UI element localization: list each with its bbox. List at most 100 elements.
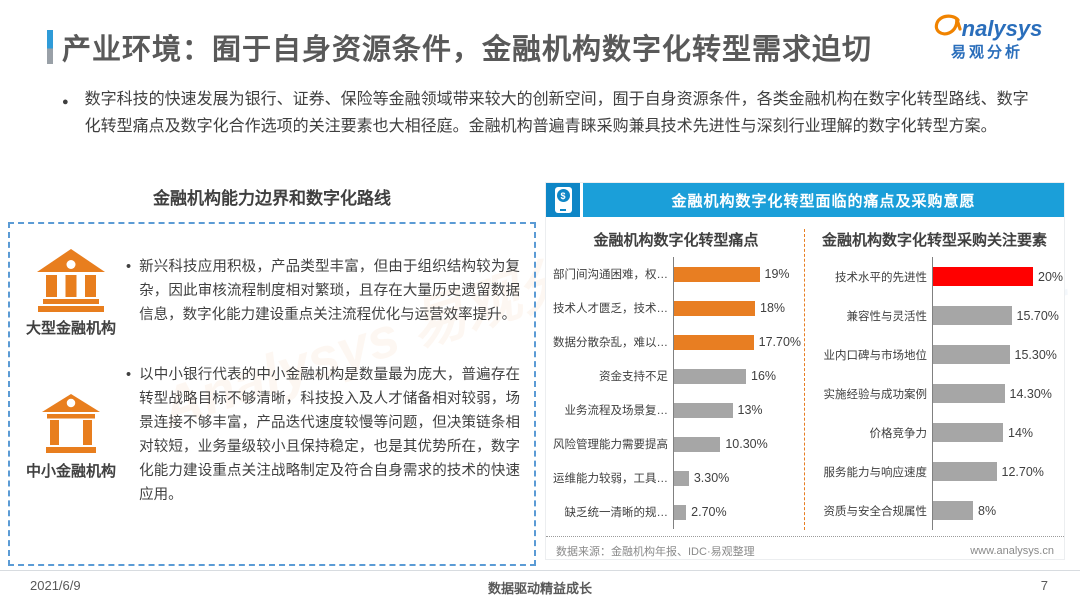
bar-row: 技术人才匮乏，技术… 18% (550, 291, 802, 325)
bar-track: 18% (673, 291, 802, 325)
bar-track: 15.30% (932, 335, 1060, 374)
bar-value-label: 12.70% (1001, 464, 1044, 479)
bar-value-label: 17.70% (758, 335, 802, 349)
bar-value-label: 14.30% (1009, 386, 1052, 401)
bar-track: 12.70% (932, 452, 1060, 491)
bar-value-label: 14% (1008, 425, 1034, 440)
small-institution-description: 以中小银行代表的中小金融机构是数量最为庞大，普遍存在转型战略目标不够清晰，科技投… (139, 367, 520, 503)
footer-date: 2021/6/9 (30, 578, 81, 593)
phone-icon: $ (554, 187, 572, 213)
bar (674, 266, 760, 282)
bar (674, 368, 746, 384)
card-banner-title: 金融机构数字化转型面临的痛点及采购意愿 (583, 183, 1064, 217)
bar (674, 300, 755, 316)
bar-category-label: 数据分散杂乱，难以… (553, 337, 668, 349)
bullet-icon: • (126, 367, 132, 383)
analysys-swirl-icon (932, 12, 962, 40)
bar-track: 14% (932, 413, 1060, 452)
intro-paragraph: ● 数字科技的快速发展为银行、证券、保险等金融领域带来较大的创新空间，囿于自身资… (62, 86, 1040, 140)
bar (933, 267, 1033, 286)
source-row: 数据来源：金融机构年报、IDC·易观整理 www.analysys.cn (546, 536, 1064, 559)
bar-track: 16% (673, 359, 802, 393)
bar-track: 10.30% (673, 427, 802, 461)
bar (933, 345, 1010, 364)
bar-row: 实施经验与成功案例 14.30% (809, 374, 1060, 413)
large-institution-row: 大型金融机构 • 新兴科技应用积极，产品类型丰富，但由于组织结构较为复杂，因此审… (18, 246, 522, 338)
bar-value-label: 10.30% (725, 437, 768, 451)
bar-value-label: 3.30% (693, 471, 730, 485)
bar (933, 462, 997, 481)
bar-category-label: 服务能力与响应速度 (823, 466, 928, 479)
bar-row: 数据分散杂乱，难以… 17.70% (550, 325, 802, 359)
analysys-logo: nalysys 易观分析 (928, 10, 1046, 62)
intro-text: 数字科技的快速发展为银行、证券、保险等金融领域带来较大的创新空间，囿于自身资源条… (84, 91, 1029, 136)
bullet-icon: • (126, 259, 132, 276)
bar-category-label: 技术水平的先进性 (835, 271, 927, 284)
bar-track: 19% (673, 257, 802, 291)
small-institution-text: • 以中小银行代表的中小金融机构是数量最为庞大，普遍存在转型战略目标不够清晰，科… (124, 364, 522, 508)
bar-value-label: 20% (1038, 269, 1064, 284)
dollar-coin-icon: $ (556, 189, 570, 202)
bar-value-label: 16% (751, 369, 777, 383)
bar-row: 风险管理能力需要提高 10.30% (550, 427, 802, 461)
bar-track: 13% (673, 393, 802, 427)
bar (674, 436, 721, 452)
bar-value-label: 15.70% (1016, 308, 1059, 323)
large-institution-label: 大型金融机构 (25, 320, 116, 337)
bar-row: 兼容性与灵活性 15.70% (809, 296, 1060, 335)
bar-row: 缺乏统一清晰的规… 2.70% (550, 495, 802, 529)
bar-category-label: 兼容性与灵活性 (846, 310, 928, 323)
bar-value-label: 15.30% (1014, 347, 1057, 362)
bar-category-label: 业内口碑与市场地位 (823, 349, 928, 362)
chart-title: 金融机构数字化转型采购关注要素 (821, 232, 1047, 249)
bank-building-icon (33, 246, 109, 312)
bar-value-label: 8% (978, 503, 997, 518)
bar-row: 业务流程及场景复… 13% (550, 393, 802, 427)
bar (674, 334, 754, 350)
pain-points-card: $ 金融机构数字化转型面临的痛点及采购意愿 金融机构数字化转型痛点部门间沟通困难… (545, 182, 1065, 560)
small-institution-label: 中小金融机构 (25, 462, 116, 480)
data-source-note: 数据来源：金融机构年报、IDC·易观整理 (556, 546, 755, 558)
footer-slogan: 数据驱动精益成长 (487, 581, 592, 596)
bar-category-label: 运维能力较弱，工具… (553, 473, 668, 485)
title-accent-bar (47, 30, 53, 64)
bar (933, 306, 1012, 325)
bar-row: 服务能力与响应速度 12.70% (809, 452, 1060, 491)
charts-row: 金融机构数字化转型痛点部门间沟通困难，权… 19% 技术人才匮乏，技术… 18% 数据分… (546, 217, 1064, 530)
mobile-payment-icon: $ (546, 183, 580, 217)
bar-category-label: 技术人才匮乏，技术… (553, 303, 668, 315)
bar (933, 423, 1003, 442)
bar-category-label: 业务流程及场景复… (564, 405, 669, 417)
chart-title: 金融机构数字化转型痛点 (593, 232, 759, 249)
capability-panel: 大型金融机构 • 新兴科技应用积极，产品类型丰富，但由于组织结构较为复杂，因此审… (8, 222, 536, 566)
bar-category-label: 资质与安全合规属性 (823, 505, 928, 518)
logo-subtext: 易观分析 (950, 44, 1023, 61)
phone-home-button (560, 209, 566, 211)
bar-category-label: 部门间沟通困难，权… (553, 269, 668, 281)
bar (674, 402, 733, 418)
page-number: 7 (1040, 578, 1048, 593)
bar-row: 部门间沟通困难，权… 19% (550, 257, 802, 291)
website-link[interactable]: www.analysys.cn (970, 545, 1054, 557)
bar-category-label: 缺乏统一清晰的规… (564, 507, 669, 519)
bar (674, 470, 689, 486)
bar-row: 资质与安全合规属性 8% (809, 491, 1060, 530)
bar-track: 20% (932, 257, 1063, 296)
logo-text: nalysys (961, 16, 1043, 41)
bar-category-label: 资金支持不足 (599, 371, 668, 383)
bar (933, 501, 973, 520)
card-banner: $ 金融机构数字化转型面临的痛点及采购意愿 (546, 183, 1064, 217)
bar (933, 384, 1005, 403)
bank-building-outline-icon (36, 391, 106, 455)
small-institution-icon-block: 中小金融机构 (18, 391, 124, 481)
bar-row: 价格竞争力 14% (809, 413, 1060, 452)
small-institution-row: 中小金融机构 • 以中小银行代表的中小金融机构是数量最为庞大，普遍存在转型战略目… (18, 364, 522, 508)
large-institution-icon-block: 大型金融机构 (18, 246, 124, 338)
bar-track: 17.70% (673, 325, 802, 359)
bar-value-label: 18% (760, 301, 786, 315)
bullet-dot-icon: ● (62, 96, 69, 108)
bar-row: 业内口碑与市场地位 15.30% (809, 335, 1060, 374)
page-title: 产业环境：囿于自身资源条件，金融机构数字化转型需求迫切 (62, 34, 873, 66)
bar-track: 15.70% (932, 296, 1060, 335)
pain-points-chart: 金融机构数字化转型痛点部门间沟通困难，权… 19% 技术人才匮乏，技术… 18% 数据分… (550, 229, 805, 530)
